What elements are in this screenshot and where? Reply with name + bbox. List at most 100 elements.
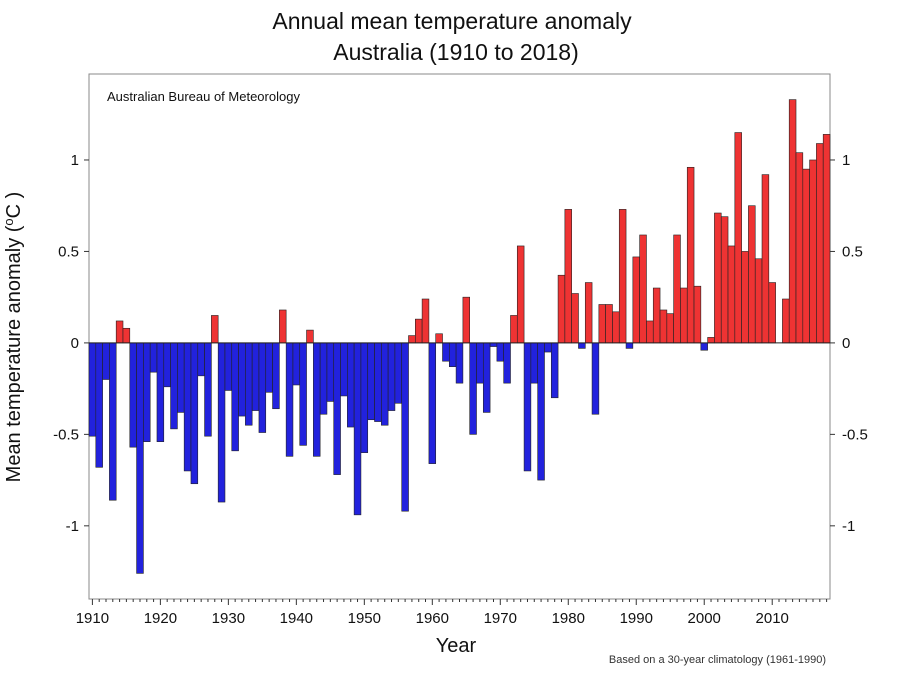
y-tick-left-label: 0 <box>71 335 79 352</box>
bar-1932 <box>238 342 246 417</box>
bar-1931 <box>231 342 239 452</box>
bar-1949 <box>353 342 362 516</box>
bar-1986 <box>605 304 613 344</box>
bar-1923 <box>177 342 185 413</box>
bar-1925 <box>190 342 199 485</box>
bar-1972 <box>510 315 518 344</box>
bar-2010 <box>768 282 776 344</box>
x-axis: 1910 1920 1930 1940 1950 1960 1970 1980 1990 2000… <box>76 599 828 627</box>
bar-1955 <box>394 342 403 404</box>
bar-1973 <box>516 245 525 344</box>
bar-1981 <box>571 293 579 344</box>
bar-1937 <box>272 342 280 410</box>
bar-2001 <box>707 337 715 344</box>
bar-1995 <box>666 313 674 344</box>
bar-2018 <box>822 134 831 344</box>
chart-title: Annual mean temperature anomaly <box>272 8 632 34</box>
bar-1915 <box>122 327 131 344</box>
source-annotation: Australian Bureau of Meteorology <box>107 89 300 104</box>
x-tick-label: 1990 <box>620 610 653 627</box>
x-tick-label: 1920 <box>144 610 177 627</box>
bar-1914 <box>115 320 124 344</box>
bar-2017 <box>816 143 824 344</box>
bar-1953 <box>381 342 389 426</box>
bar-1999 <box>693 285 702 344</box>
bar-1945 <box>326 342 335 402</box>
bar-1959 <box>421 298 430 344</box>
y-tick-right-label: -1 <box>842 518 855 535</box>
bar-2002 <box>714 212 722 344</box>
bar-1974 <box>523 342 532 472</box>
y-axis-right: -1 -0.5 0 0.5 1 <box>830 152 868 535</box>
y-axis-label: Mean temperature anomaly (oC ) <box>1 192 25 483</box>
bar-2000 <box>700 342 708 351</box>
y-axis-label-text: Mean temperature anomaly ( <box>3 225 25 482</box>
y-tick-right-label: 0.5 <box>842 243 863 260</box>
bar-1933 <box>245 342 253 426</box>
bar-1934 <box>251 342 260 411</box>
x-tick-label: 1980 <box>552 610 585 627</box>
bar-2005 <box>734 132 742 344</box>
bar-2004 <box>727 245 736 344</box>
y-axis-left: -1 -0.5 0 0.5 1 <box>53 152 89 535</box>
x-tick-label: 1960 <box>416 610 449 627</box>
bar-1948 <box>347 342 355 428</box>
bar-1944 <box>319 342 328 415</box>
bar-1977 <box>544 342 552 353</box>
bar-1910 <box>88 342 97 437</box>
bar-1956 <box>401 342 409 512</box>
bar-1941 <box>299 342 307 446</box>
y-tick-left-label: 1 <box>71 152 79 169</box>
bar-1980 <box>564 209 572 344</box>
bar-1946 <box>333 342 341 475</box>
bar-1927 <box>204 342 212 437</box>
bar-1936 <box>265 342 273 393</box>
bar-1942 <box>306 329 314 344</box>
bar-1911 <box>95 342 103 468</box>
bar-1996 <box>673 234 681 344</box>
bar-2003 <box>720 216 729 344</box>
bar-1982 <box>578 342 586 349</box>
bar-1963 <box>448 342 457 367</box>
bar-1921 <box>163 342 171 388</box>
bar-2016 <box>809 159 817 344</box>
bar-1970 <box>496 342 504 362</box>
bar-1983 <box>584 282 593 344</box>
bar-1926 <box>197 342 205 377</box>
chart-subtitle: Australia (1910 to 2018) <box>333 39 579 65</box>
bar-1979 <box>557 274 566 344</box>
bar-1978 <box>550 342 559 399</box>
bar-2008 <box>754 258 763 344</box>
y-tick-right-label: 0 <box>842 335 850 352</box>
bar-1924 <box>183 342 192 472</box>
bar-1958 <box>415 318 423 344</box>
bar-1960 <box>428 342 437 464</box>
bar-2009 <box>761 174 770 344</box>
bar-1992 <box>646 320 654 344</box>
bar-1922 <box>170 342 178 430</box>
x-axis-label: Year <box>436 635 477 657</box>
x-tick-label: 1970 <box>484 610 517 627</box>
y-tick-left-label: 0.5 <box>58 243 79 260</box>
bar-1990 <box>632 256 640 344</box>
bars-group <box>88 99 831 574</box>
bar-1935 <box>258 342 267 433</box>
y-tick-right-label: -0.5 <box>842 426 868 443</box>
footnote: Based on a 30-year climatology (1961-199… <box>609 654 826 666</box>
bar-1917 <box>136 342 144 574</box>
bar-1966 <box>469 342 477 435</box>
bar-1984 <box>591 342 600 415</box>
x-tick-label: 1950 <box>348 610 381 627</box>
bar-1976 <box>537 342 545 481</box>
x-tick-label: 2010 <box>756 610 789 627</box>
bar-2014 <box>795 152 804 344</box>
bar-1987 <box>612 311 620 344</box>
bar-1988 <box>618 209 627 344</box>
bar-1969 <box>489 342 498 347</box>
bar-1912 <box>102 342 110 380</box>
bar-1918 <box>143 342 151 442</box>
bar-1916 <box>129 342 137 448</box>
bar-1913 <box>109 342 117 501</box>
bar-1929 <box>217 342 226 503</box>
bar-1940 <box>292 342 301 386</box>
